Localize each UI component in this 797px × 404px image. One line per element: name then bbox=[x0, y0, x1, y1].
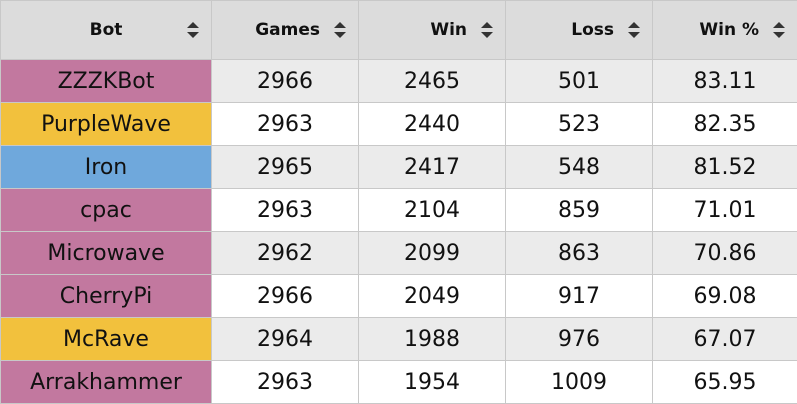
win-cell: 2465 bbox=[359, 60, 506, 103]
games-cell: 2966 bbox=[212, 275, 359, 318]
column-header-label: Games bbox=[255, 20, 320, 40]
column-header-label: Win % bbox=[699, 20, 759, 40]
win-cell: 2099 bbox=[359, 232, 506, 275]
bot-name-cell: Arrakhammer bbox=[1, 361, 212, 404]
loss-cell: 917 bbox=[506, 275, 653, 318]
loss-cell: 863 bbox=[506, 232, 653, 275]
loss-cell: 501 bbox=[506, 60, 653, 103]
win-cell: 2417 bbox=[359, 146, 506, 189]
sort-icon[interactable] bbox=[481, 22, 493, 38]
loss-cell: 859 bbox=[506, 189, 653, 232]
games-cell: 2963 bbox=[212, 103, 359, 146]
loss-cell: 1009 bbox=[506, 361, 653, 404]
column-header-label: Win bbox=[430, 20, 467, 40]
games-cell: 2963 bbox=[212, 361, 359, 404]
column-header-label: Bot bbox=[90, 20, 123, 40]
sort-icon[interactable] bbox=[628, 22, 640, 38]
column-header-bot[interactable]: Bot bbox=[1, 1, 212, 60]
sort-icon[interactable] bbox=[334, 22, 346, 38]
loss-cell: 976 bbox=[506, 318, 653, 361]
sort-icon[interactable] bbox=[773, 22, 785, 38]
bot-name-cell: McRave bbox=[1, 318, 212, 361]
win-pct-cell: 71.01 bbox=[653, 189, 797, 232]
table-header: Bot Games Win Loss Win % bbox=[1, 1, 797, 60]
win-pct-cell: 67.07 bbox=[653, 318, 797, 361]
games-cell: 2964 bbox=[212, 318, 359, 361]
win-cell: 1954 bbox=[359, 361, 506, 404]
bot-name-cell: Iron bbox=[1, 146, 212, 189]
games-cell: 2963 bbox=[212, 189, 359, 232]
column-header-games[interactable]: Games bbox=[212, 1, 359, 60]
bot-name-cell: PurpleWave bbox=[1, 103, 212, 146]
win-cell: 1988 bbox=[359, 318, 506, 361]
games-cell: 2965 bbox=[212, 146, 359, 189]
win-pct-cell: 69.08 bbox=[653, 275, 797, 318]
win-pct-cell: 70.86 bbox=[653, 232, 797, 275]
column-header-label: Loss bbox=[571, 20, 614, 40]
column-header-win-pct[interactable]: Win % bbox=[653, 1, 797, 60]
win-pct-cell: 82.35 bbox=[653, 103, 797, 146]
column-header-loss[interactable]: Loss bbox=[506, 1, 653, 60]
games-cell: 2962 bbox=[212, 232, 359, 275]
win-cell: 2104 bbox=[359, 189, 506, 232]
bot-name-cell: CherryPi bbox=[1, 275, 212, 318]
games-cell: 2966 bbox=[212, 60, 359, 103]
bot-name-cell: Microwave bbox=[1, 232, 212, 275]
win-pct-cell: 65.95 bbox=[653, 361, 797, 404]
win-cell: 2049 bbox=[359, 275, 506, 318]
sort-icon[interactable] bbox=[187, 22, 199, 38]
win-pct-cell: 81.52 bbox=[653, 146, 797, 189]
win-cell: 2440 bbox=[359, 103, 506, 146]
bot-name-cell: ZZZKBot bbox=[1, 60, 212, 103]
loss-cell: 523 bbox=[506, 103, 653, 146]
loss-cell: 548 bbox=[506, 146, 653, 189]
win-pct-cell: 83.11 bbox=[653, 60, 797, 103]
column-header-win[interactable]: Win bbox=[359, 1, 506, 60]
bot-name-cell: cpac bbox=[1, 189, 212, 232]
header-row: Bot Games Win Loss Win % bbox=[1, 1, 797, 60]
